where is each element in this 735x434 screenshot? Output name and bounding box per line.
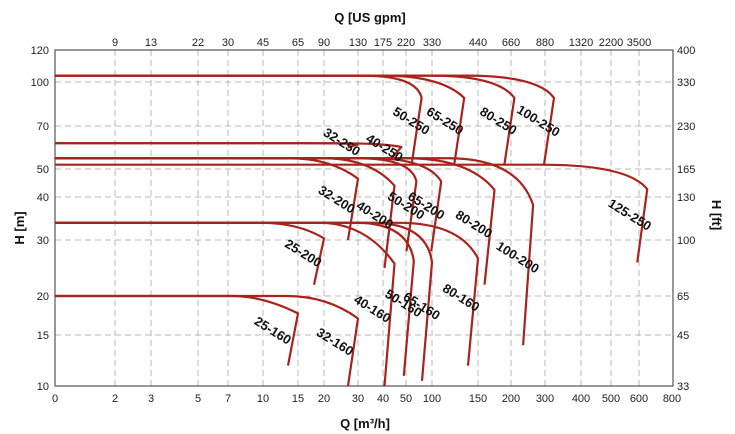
bottom-tick-label: 3 [148,393,154,405]
left-tick-label: 20 [37,291,49,303]
top-tick-label: 880 [536,37,554,49]
series-label-50-250: 50-250 [390,104,432,138]
series-curve-125-250 [55,163,649,263]
bottom-tick-label: 300 [536,393,554,405]
series-label-25-160: 25-160 [252,313,294,347]
top-tick-label: 130 [349,37,367,49]
left-tick-label: 100 [31,77,49,89]
series-curve-32-200 [55,157,360,241]
right-tick-label: 400 [677,45,695,57]
series-curve-40-250 [55,142,403,159]
bottom-tick-label: 800 [663,393,681,405]
top-tick-label: 65 [292,37,304,49]
right-tick-label: 45 [677,330,689,342]
right-tick-label: 65 [677,291,689,303]
series-curve-80-200 [55,157,496,285]
series-label-100-250: 100-250 [514,102,562,140]
bottom-tick-label: 30 [352,393,364,405]
series-label-25-200: 25-200 [282,236,324,270]
left-tick-label: 15 [37,330,49,342]
bottom-tick-label: 50 [400,393,412,405]
left-tick-label: 50 [37,164,49,176]
bottom-tick-label: 400 [572,393,590,405]
top-tick-label: 220 [397,37,415,49]
bottom-tick-label: 100 [423,393,441,405]
bottom-tick-label: 0 [52,393,58,405]
top-tick-label: 2200 [599,37,623,49]
series-curve-50-250 [55,74,423,165]
bottom-tick-label: 2 [112,393,118,405]
top-tick-label: 13 [145,37,157,49]
top-tick-label: 440 [469,37,487,49]
series-curve-100-250 [55,74,556,165]
tick-labels: 0 2 3 5 7 10 15 20 30 40 50 100 150 200 300 400 500 600 80… [31,37,696,405]
series-label-65-250: 65-250 [424,104,466,138]
top-tick-label: 90 [318,37,330,49]
bottom-tick-label: 7 [225,393,231,405]
top-tick-label: 660 [502,37,520,49]
top-tick-label: 330 [423,37,441,49]
top-tick-label: 175 [374,37,392,49]
grid [55,50,673,386]
right-tick-label: 130 [677,192,695,204]
left-axis-title: H [m] [12,211,27,244]
series-label-100-200: 100-200 [494,238,542,276]
series-curve-40-200 [55,157,396,269]
right-tick-label: 33 [677,381,689,393]
series-curve-80-160 [55,221,480,366]
series-label-80-200: 80-200 [453,207,495,241]
left-tick-label: 10 [37,381,49,393]
bottom-tick-label: 600 [630,393,648,405]
top-axis-title: Q [US gpm] [334,10,406,25]
series-curve-32-160 [55,294,360,387]
bottom-tick-label: 200 [502,393,520,405]
plot-frame [54,49,674,387]
curve-labels: 25-160 32-16040-16050-16065-16080-16025-2… [252,102,654,359]
series-label-125-250: 125-250 [606,196,654,234]
left-tick-label: 30 [37,235,49,247]
bottom-tick-label: 150 [469,393,487,405]
top-tick-label: 45 [257,37,269,49]
top-tick-label: 30 [222,37,234,49]
bottom-tick-label: 20 [318,393,330,405]
top-tick-label: 3500 [627,37,651,49]
bottom-tick-label: 5 [195,393,201,405]
bottom-tick-label: 10 [257,393,269,405]
series-curve-40-160 [55,221,396,387]
series-label-32-250: 32-250 [321,125,363,159]
right-tick-label: 230 [677,121,695,133]
bottom-tick-label: 15 [292,393,304,405]
top-tick-label: 22 [192,37,204,49]
curves [55,74,649,387]
right-axis-title: H [ft] [709,200,724,230]
top-tick-label: 1320 [569,37,593,49]
bottom-tick-label: 40 [377,393,389,405]
bottom-tick-label: 500 [602,393,620,405]
left-tick-label: 70 [37,121,49,133]
right-tick-label: 330 [677,77,695,89]
series-curve-25-200 [55,221,326,286]
left-tick-label: 120 [31,45,49,57]
right-tick-label: 165 [677,164,695,176]
left-tick-label: 40 [37,192,49,204]
bottom-axis-title: Q [m³/h] [340,416,390,431]
series-label-32-200: 32-200 [316,182,358,216]
series-label-32-160: 32-160 [314,325,356,359]
top-tick-label: 9 [112,37,118,49]
right-tick-label: 100 [677,235,695,247]
